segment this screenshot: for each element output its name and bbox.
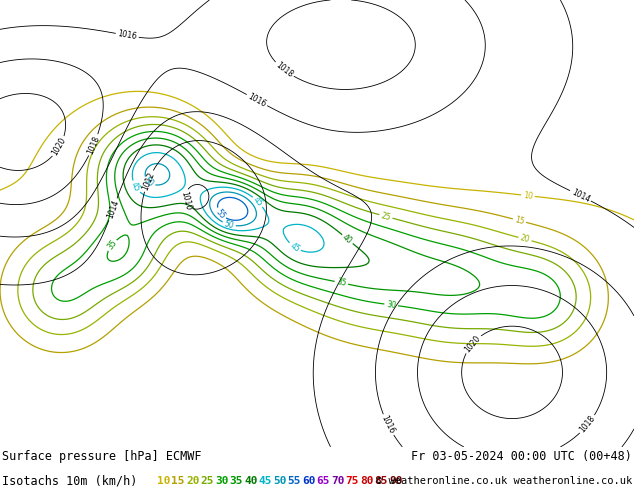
Text: 15: 15	[172, 475, 185, 486]
Text: 1016: 1016	[380, 414, 396, 436]
Text: 40: 40	[341, 233, 354, 245]
Text: 35: 35	[230, 475, 243, 486]
Text: 1018: 1018	[86, 134, 101, 155]
Text: 65: 65	[316, 475, 330, 486]
Text: © weatheronline.co.uk weatheronline.co.uk: © weatheronline.co.uk weatheronline.co.u…	[376, 475, 632, 486]
Text: 85: 85	[375, 475, 388, 486]
Text: 15: 15	[514, 215, 526, 226]
Text: 35: 35	[335, 277, 347, 288]
Text: 1012: 1012	[141, 171, 156, 192]
Text: 20: 20	[186, 475, 200, 486]
Text: 50: 50	[143, 176, 156, 189]
Text: 1020: 1020	[463, 334, 482, 354]
Text: 1014: 1014	[570, 188, 591, 204]
Text: 50: 50	[273, 475, 287, 486]
Text: 1014: 1014	[105, 198, 120, 220]
Text: 75: 75	[346, 475, 359, 486]
Text: 80: 80	[360, 475, 373, 486]
Text: 30: 30	[386, 300, 397, 310]
Text: 30: 30	[215, 475, 228, 486]
Text: 90: 90	[389, 475, 403, 486]
Text: 20: 20	[519, 234, 531, 245]
Text: Fr 03-05-2024 00:00 UTC (00+48): Fr 03-05-2024 00:00 UTC (00+48)	[411, 450, 632, 463]
Text: 55: 55	[214, 207, 227, 220]
Text: 70: 70	[331, 475, 344, 486]
Text: 45: 45	[288, 241, 301, 254]
Text: 25: 25	[200, 475, 214, 486]
Text: 50: 50	[223, 219, 235, 230]
Text: 45: 45	[251, 195, 264, 208]
Text: 1016: 1016	[247, 92, 268, 109]
Text: 45: 45	[129, 180, 142, 194]
Text: 40: 40	[244, 475, 257, 486]
Text: 1016: 1016	[117, 29, 138, 42]
Text: 55: 55	[287, 475, 301, 486]
Text: 60: 60	[302, 475, 316, 486]
Text: Isotachs 10m (km/h): Isotachs 10m (km/h)	[2, 474, 138, 487]
Text: 35: 35	[105, 239, 119, 252]
Text: 1010: 1010	[179, 190, 192, 211]
Text: 10: 10	[157, 475, 171, 486]
Text: 45: 45	[259, 475, 272, 486]
Text: 1018: 1018	[578, 414, 597, 435]
Text: 1020: 1020	[51, 136, 68, 157]
Text: 10: 10	[522, 191, 533, 201]
Text: 1018: 1018	[274, 60, 294, 79]
Text: Surface pressure [hPa] ECMWF: Surface pressure [hPa] ECMWF	[2, 450, 202, 463]
Text: 25: 25	[380, 211, 392, 222]
